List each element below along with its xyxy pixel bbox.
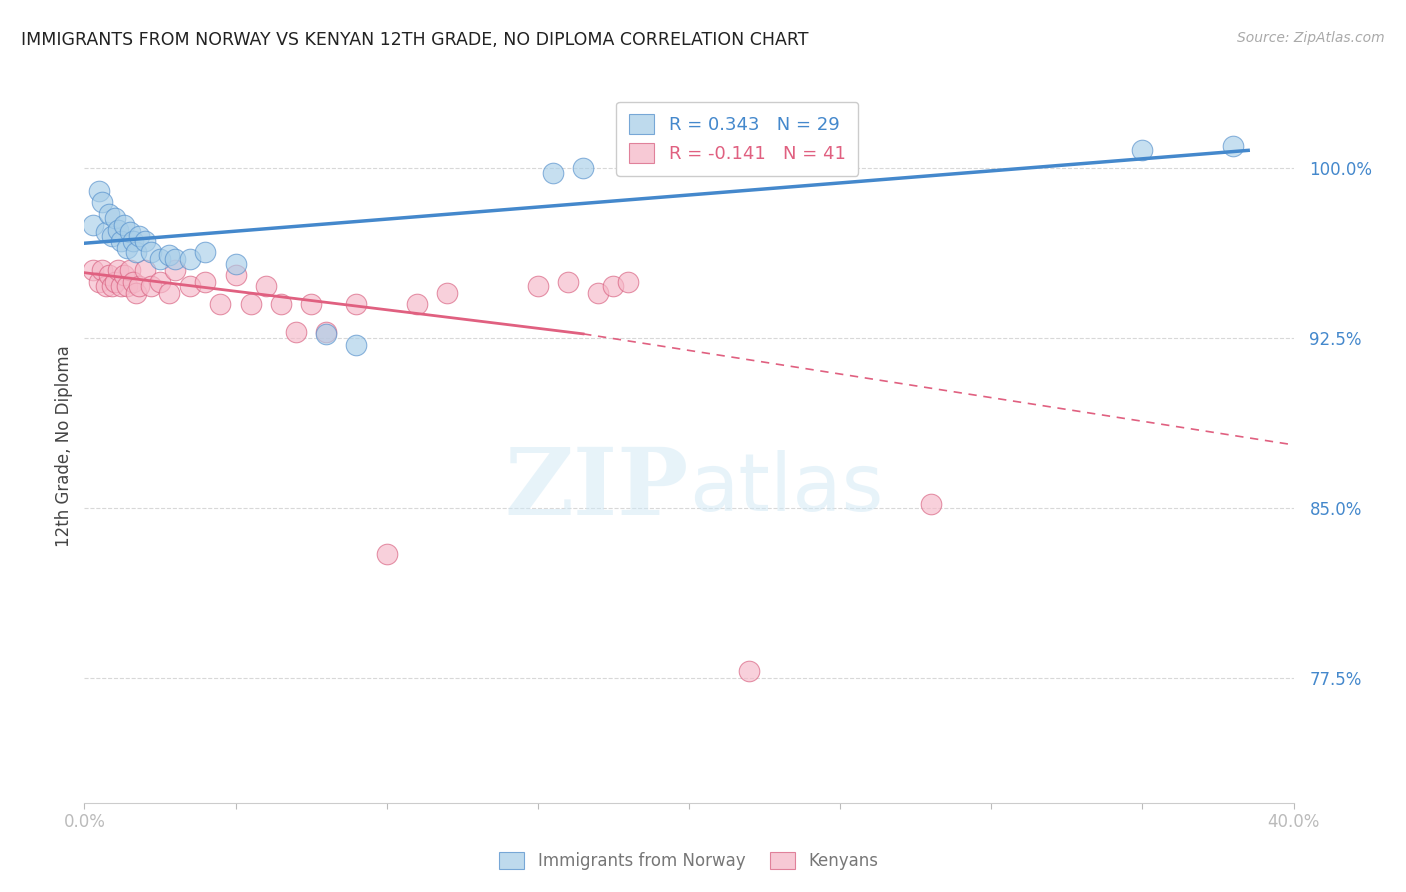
Point: [121, 275, 143, 289]
Point: [194, 245, 217, 260]
Point: [115, 241, 138, 255]
Point: [375, 547, 398, 561]
Text: atlas: atlas: [689, 450, 883, 528]
Point: [121, 234, 143, 248]
Point: [346, 297, 368, 311]
Point: [112, 218, 135, 232]
Point: [89, 184, 111, 198]
Point: [541, 166, 564, 180]
Point: [225, 257, 247, 271]
Point: [139, 279, 162, 293]
Point: [100, 229, 122, 244]
Point: [115, 279, 138, 293]
Point: [104, 275, 127, 289]
Point: [110, 234, 132, 248]
Point: [163, 263, 186, 277]
Point: [239, 297, 262, 311]
Point: [557, 275, 579, 289]
Point: [89, 275, 111, 289]
Point: [163, 252, 186, 266]
Point: [112, 268, 135, 282]
Point: [149, 275, 172, 289]
Point: [82, 263, 104, 277]
Point: [94, 279, 117, 293]
Point: [254, 279, 277, 293]
Point: [128, 229, 150, 244]
Point: [1130, 144, 1153, 158]
Point: [104, 211, 127, 226]
Text: ZIP: ZIP: [505, 444, 689, 533]
Point: [82, 218, 104, 232]
Point: [107, 222, 129, 236]
Point: [315, 325, 337, 339]
Point: [91, 263, 114, 277]
Point: [588, 286, 610, 301]
Point: [157, 286, 180, 301]
Text: Source: ZipAtlas.com: Source: ZipAtlas.com: [1237, 31, 1385, 45]
Point: [107, 263, 129, 277]
Point: [97, 207, 120, 221]
Legend: Immigrants from Norway, Kenyans: Immigrants from Norway, Kenyans: [492, 845, 886, 877]
Point: [194, 275, 217, 289]
Point: [602, 279, 624, 293]
Y-axis label: 12th Grade, No Diploma: 12th Grade, No Diploma: [55, 345, 73, 547]
Point: [209, 297, 232, 311]
Point: [125, 286, 148, 301]
Point: [299, 297, 322, 311]
Point: [110, 279, 132, 293]
Text: IMMIGRANTS FROM NORWAY VS KENYAN 12TH GRADE, NO DIPLOMA CORRELATION CHART: IMMIGRANTS FROM NORWAY VS KENYAN 12TH GR…: [21, 31, 808, 49]
Point: [118, 263, 141, 277]
Point: [225, 268, 247, 282]
Point: [134, 234, 156, 248]
Point: [738, 665, 761, 679]
Point: [346, 338, 368, 352]
Point: [526, 279, 548, 293]
Point: [94, 225, 117, 239]
Point: [97, 268, 120, 282]
Point: [1222, 138, 1244, 153]
Point: [125, 245, 148, 260]
Point: [91, 195, 114, 210]
Point: [572, 161, 595, 176]
Point: [149, 252, 172, 266]
Point: [315, 326, 337, 341]
Point: [118, 225, 141, 239]
Point: [179, 279, 201, 293]
Point: [100, 279, 122, 293]
Point: [128, 279, 150, 293]
Point: [134, 263, 156, 277]
Point: [157, 247, 180, 261]
Point: [284, 325, 308, 339]
Point: [406, 297, 429, 311]
Point: [920, 497, 942, 511]
Point: [436, 286, 458, 301]
Point: [179, 252, 201, 266]
Point: [270, 297, 292, 311]
Point: [139, 245, 162, 260]
Point: [617, 275, 640, 289]
